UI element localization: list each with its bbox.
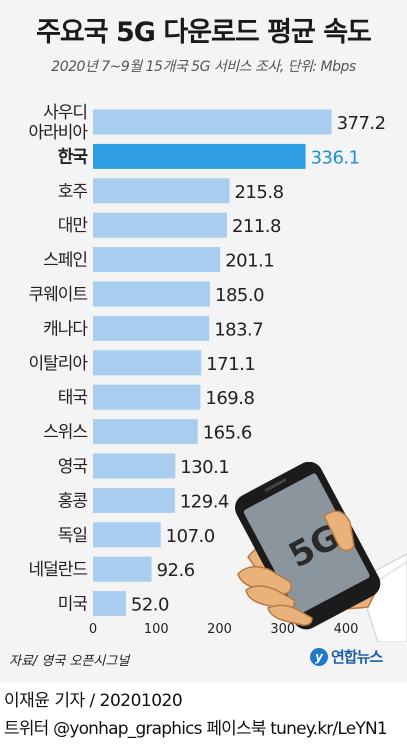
value-label: 211.8 — [232, 216, 281, 237]
chart-subtitle: 2020년 7~9월 15개국 5G 서비스 조사, 단위: Mbps — [51, 59, 356, 75]
category-label: 스위스 — [43, 423, 87, 443]
category-label: 네덜란드 — [28, 560, 87, 580]
value-label: 92.6 — [157, 560, 195, 581]
value-label: 130.1 — [180, 457, 229, 478]
bar-태국 — [93, 384, 201, 410]
bar-한국 — [93, 143, 306, 169]
yonhap-logo-icon: y — [310, 647, 328, 666]
category-label: 한국 — [58, 147, 89, 167]
category-label: 쿠웨이트 — [28, 285, 87, 305]
value-label: 336.1 — [311, 147, 360, 168]
yonhap-logo: y 연합뉴스 — [310, 646, 383, 667]
bar-쿠웨이트 — [93, 281, 211, 307]
x-tick-label: 0 — [89, 622, 97, 637]
bar-이탈리아 — [93, 350, 202, 376]
x-axis: 0 100 200 300 400 — [89, 622, 359, 637]
fingers-icon — [237, 510, 355, 626]
category-label: 스페인 — [43, 251, 87, 271]
category-label: 대만 — [58, 216, 89, 236]
social-links: 트위터 @yonhap_graphics 페이스북 tuney.kr/LeYN1 — [4, 719, 388, 739]
category-label: 태국 — [58, 388, 88, 408]
category-label: 미국 — [58, 595, 88, 615]
value-label: 377.2 — [337, 113, 386, 134]
value-label: 169.8 — [205, 388, 254, 409]
category-label: 홍콩 — [58, 491, 88, 511]
bar-대만 — [93, 212, 227, 238]
value-label: 129.4 — [180, 491, 229, 512]
category-label: 호주 — [58, 182, 88, 202]
category-label: 사우디 아라비아 — [28, 103, 88, 143]
chart-title: 주요국 5G 다운로드 평균 속도 — [36, 17, 372, 48]
byline: 이재윤 기자 / 20201020 — [4, 691, 183, 711]
x-tick-label: 100 — [144, 622, 169, 637]
category-label: 이탈리아 — [28, 354, 88, 374]
value-label: 52.0 — [131, 595, 169, 616]
bar-독일 — [93, 522, 161, 548]
value-label: 107.0 — [166, 526, 215, 547]
category-label: 캐나다 — [43, 319, 88, 339]
value-label: 165.6 — [203, 423, 252, 444]
x-tick-label: 200 — [207, 622, 232, 637]
bar-호주 — [93, 178, 230, 204]
bar-chart: 사우디 아라비아 377.2 한국 336.1 호주 215.8 대만 211.8 스페인 201.… — [28, 103, 386, 637]
phone-hand-illustration: 5G — [234, 462, 407, 642]
bars-layer — [93, 109, 332, 617]
bar-캐나다 — [93, 315, 210, 341]
labels-layer: 사우디 아라비아 377.2 한국 336.1 호주 215.8 대만 211.8 스페인 201.… — [28, 103, 386, 616]
value-label: 171.1 — [206, 354, 255, 375]
value-label: 215.8 — [234, 182, 283, 203]
bar-영국 — [93, 453, 176, 479]
value-label: 183.7 — [214, 319, 263, 340]
phone-icon: 5G — [234, 462, 381, 630]
value-label: 185.0 — [215, 285, 264, 306]
bar-미국 — [93, 591, 126, 617]
category-label: 독일 — [58, 526, 87, 546]
value-label: 201.1 — [225, 251, 274, 272]
x-tick-label: 400 — [334, 622, 359, 637]
source-note: 자료/ 영국 오픈시그널 — [9, 654, 130, 669]
bar-홍콩 — [93, 487, 175, 513]
x-tick-label: 300 — [270, 622, 295, 637]
bar-스위스 — [93, 419, 198, 445]
bar-사우디아라비아 — [93, 109, 332, 135]
bar-네덜란드 — [93, 556, 152, 582]
category-label: 영국 — [58, 457, 88, 477]
yonhap-logo-text: 연합뉴스 — [331, 648, 383, 666]
bar-스페인 — [93, 247, 221, 273]
